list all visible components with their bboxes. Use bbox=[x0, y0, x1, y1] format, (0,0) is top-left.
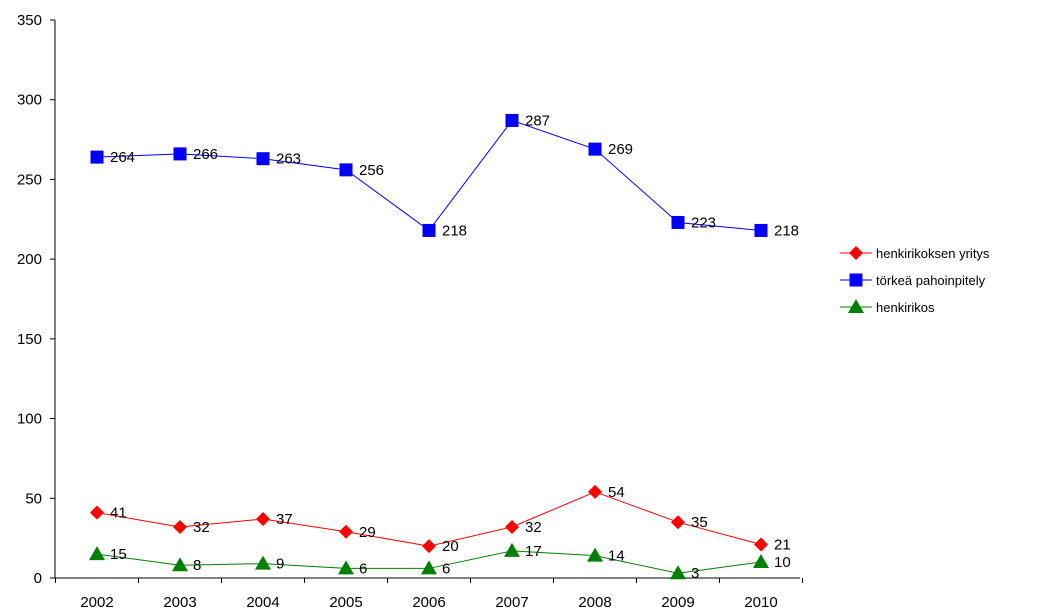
data-label: 32 bbox=[193, 519, 210, 536]
series-2: 15 8 9 6 6 17 14 3 10 bbox=[89, 542, 791, 582]
data-label: 269 bbox=[608, 141, 633, 158]
data-point bbox=[504, 542, 520, 557]
x-tick-label: 2009 bbox=[661, 594, 694, 611]
legend-label: henkirikoksen yritys bbox=[876, 246, 990, 261]
data-point bbox=[173, 519, 187, 534]
legend-item: henkirikos bbox=[840, 299, 935, 315]
data-point bbox=[588, 142, 602, 156]
y-tick-label: 150 bbox=[17, 331, 42, 348]
y-tick-label: 250 bbox=[17, 171, 42, 188]
data-point bbox=[670, 565, 686, 580]
data-point bbox=[587, 547, 603, 562]
data-point bbox=[505, 113, 519, 127]
data-label: 15 bbox=[110, 546, 127, 563]
data-label: 9 bbox=[276, 556, 284, 573]
x-tick-label: 2007 bbox=[495, 594, 528, 611]
data-label: 35 bbox=[691, 514, 708, 531]
x-tick-label: 2010 bbox=[744, 594, 777, 611]
data-label: 256 bbox=[359, 162, 384, 179]
y-tick-label: 0 bbox=[34, 570, 42, 587]
data-point bbox=[255, 555, 271, 570]
data-label: 37 bbox=[276, 511, 293, 528]
data-label: 8 bbox=[193, 557, 201, 574]
y-tick-label: 200 bbox=[17, 251, 42, 268]
data-label: 6 bbox=[442, 560, 450, 577]
data-label: 21 bbox=[774, 537, 791, 554]
data-point bbox=[339, 524, 353, 539]
data-point bbox=[422, 223, 436, 237]
data-point bbox=[505, 519, 519, 534]
data-label: 287 bbox=[525, 112, 550, 129]
data-point bbox=[173, 147, 187, 161]
data-label: 218 bbox=[442, 222, 467, 239]
data-point bbox=[671, 215, 685, 229]
data-label: 14 bbox=[608, 548, 625, 565]
x-tick-label: 2006 bbox=[412, 594, 445, 611]
x-tick-label: 2004 bbox=[246, 594, 279, 611]
axes: 0 50 100 150 200 250 300 350 2002 2003 2004 2005 200… bbox=[17, 12, 803, 611]
x-tick-label: 2002 bbox=[80, 594, 113, 611]
x-tick-label: 2005 bbox=[329, 594, 362, 611]
y-tick-label: 350 bbox=[17, 12, 42, 29]
series-1: 264 266 263 256 218 287 269 223 218 bbox=[90, 112, 799, 239]
data-label: 54 bbox=[608, 484, 625, 501]
data-point bbox=[90, 505, 104, 520]
data-point bbox=[421, 560, 437, 575]
data-label: 20 bbox=[442, 538, 459, 555]
data-point bbox=[753, 554, 769, 569]
x-tick-label: 2008 bbox=[578, 594, 611, 611]
legend-marker bbox=[848, 299, 864, 313]
data-label: 3 bbox=[691, 565, 699, 582]
y-tick-label: 50 bbox=[25, 490, 42, 507]
data-point bbox=[256, 512, 270, 527]
data-label: 29 bbox=[359, 524, 376, 541]
data-label: 17 bbox=[525, 543, 542, 560]
legend: henkirikoksen yritys törkeä pahoinpitely h… bbox=[840, 246, 990, 315]
series-line bbox=[96, 119, 762, 232]
data-point bbox=[89, 546, 105, 561]
data-point bbox=[172, 557, 188, 572]
data-point bbox=[338, 560, 354, 575]
data-label: 41 bbox=[110, 505, 127, 522]
data-point bbox=[256, 152, 270, 166]
data-point bbox=[422, 539, 436, 554]
legend-label: törkeä pahoinpitely bbox=[876, 273, 986, 288]
y-tick-label: 100 bbox=[17, 411, 42, 428]
data-point bbox=[339, 163, 353, 177]
series-0: 41 32 37 29 20 32 54 35 21 bbox=[90, 484, 791, 555]
data-label: 32 bbox=[525, 519, 542, 536]
data-label: 218 bbox=[774, 222, 799, 239]
data-label: 223 bbox=[691, 214, 716, 231]
legend-marker bbox=[849, 246, 863, 260]
data-point bbox=[754, 223, 768, 237]
legend-label: henkirikos bbox=[876, 300, 935, 315]
data-label: 264 bbox=[110, 149, 135, 166]
data-label: 263 bbox=[276, 151, 301, 168]
legend-item: henkirikoksen yritys bbox=[840, 246, 990, 261]
legend-item: törkeä pahoinpitely bbox=[840, 273, 986, 288]
y-tick-label: 300 bbox=[17, 92, 42, 109]
legend-marker bbox=[849, 273, 863, 287]
data-label: 10 bbox=[774, 554, 791, 571]
data-label: 6 bbox=[359, 560, 367, 577]
x-tick-label: 2003 bbox=[163, 594, 196, 611]
data-point bbox=[90, 150, 104, 164]
data-point bbox=[671, 515, 685, 530]
data-point bbox=[588, 484, 602, 499]
data-label: 266 bbox=[193, 146, 218, 163]
data-point bbox=[754, 537, 768, 552]
